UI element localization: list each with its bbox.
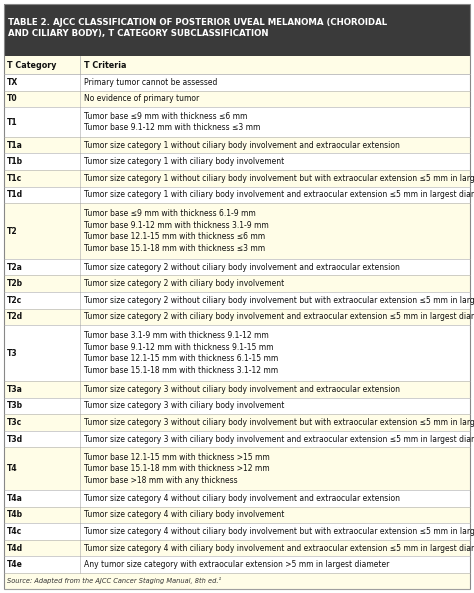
Text: T Category: T Category bbox=[7, 60, 56, 69]
Text: Tumor size category 1 without ciliary body involvement but with extraocular exte: Tumor size category 1 without ciliary bo… bbox=[84, 174, 474, 183]
Bar bbox=[4, 107, 470, 137]
Text: T4c: T4c bbox=[7, 527, 22, 536]
Bar bbox=[4, 137, 470, 154]
Text: T2c: T2c bbox=[7, 296, 22, 305]
Text: T1d: T1d bbox=[7, 190, 23, 199]
Text: T4d: T4d bbox=[7, 544, 23, 553]
Text: Tumor size category 4 without ciliary body involvement but with extraocular exte: Tumor size category 4 without ciliary bo… bbox=[84, 527, 474, 536]
Bar bbox=[4, 292, 470, 309]
Text: TX: TX bbox=[7, 78, 18, 87]
Text: Tumor size category 3 without ciliary body involvement and extraocular extension: Tumor size category 3 without ciliary bo… bbox=[84, 385, 400, 394]
Text: No evidence of primary tumor: No evidence of primary tumor bbox=[84, 94, 199, 103]
Bar bbox=[4, 154, 470, 170]
Text: Tumor size category 2 with ciliary body involvement: Tumor size category 2 with ciliary body … bbox=[84, 279, 284, 288]
Text: Tumor base 12.1-15 mm with thickness >15 mm
Tumor base 15.1-18 mm with thickness: Tumor base 12.1-15 mm with thickness >15… bbox=[84, 452, 270, 484]
Bar bbox=[4, 326, 470, 381]
Text: Tumor size category 4 with ciliary body involvement and extraocular extension ≤5: Tumor size category 4 with ciliary body … bbox=[84, 544, 474, 553]
Bar bbox=[4, 91, 470, 107]
Text: T2b: T2b bbox=[7, 279, 23, 288]
Text: Tumor size category 2 without ciliary body involvement and extraocular extension: Tumor size category 2 without ciliary bo… bbox=[84, 263, 400, 272]
Text: Tumor size category 3 with ciliary body involvement and extraocular extension ≤5: Tumor size category 3 with ciliary body … bbox=[84, 435, 474, 444]
Text: T3b: T3b bbox=[7, 401, 23, 410]
Bar bbox=[4, 56, 470, 74]
Text: Source: Adapted from the AJCC Cancer Staging Manual, 8th ed.¹: Source: Adapted from the AJCC Cancer Sta… bbox=[7, 578, 221, 585]
Text: Tumor base ≤9 mm with thickness 6.1-9 mm
Tumor base 9.1-12 mm with thickness 3.1: Tumor base ≤9 mm with thickness 6.1-9 mm… bbox=[84, 209, 269, 253]
Bar bbox=[4, 203, 470, 259]
Bar bbox=[4, 259, 470, 276]
Bar bbox=[4, 573, 470, 589]
Text: T4: T4 bbox=[7, 464, 18, 473]
Text: T2: T2 bbox=[7, 227, 18, 235]
Text: Tumor size category 4 with ciliary body involvement: Tumor size category 4 with ciliary body … bbox=[84, 511, 284, 519]
Bar bbox=[4, 276, 470, 292]
Text: Tumor size category 2 without ciliary body involvement but with extraocular exte: Tumor size category 2 without ciliary bo… bbox=[84, 296, 474, 305]
Bar bbox=[4, 523, 470, 540]
Text: T Criteria: T Criteria bbox=[84, 60, 127, 69]
Text: T3c: T3c bbox=[7, 418, 22, 427]
Text: Tumor base ≤9 mm with thickness ≤6 mm
Tumor base 9.1-12 mm with thickness ≤3 mm: Tumor base ≤9 mm with thickness ≤6 mm Tu… bbox=[84, 111, 260, 132]
Text: T4a: T4a bbox=[7, 494, 23, 503]
Text: T2d: T2d bbox=[7, 313, 23, 321]
Bar bbox=[4, 4, 470, 56]
Text: Tumor size category 3 without ciliary body involvement but with extraocular exte: Tumor size category 3 without ciliary bo… bbox=[84, 418, 474, 427]
Text: Tumor size category 1 without ciliary body involvement and extraocular extension: Tumor size category 1 without ciliary bo… bbox=[84, 141, 400, 149]
Bar bbox=[4, 447, 470, 490]
Bar bbox=[4, 309, 470, 326]
Text: T3a: T3a bbox=[7, 385, 23, 394]
Text: Primary tumor cannot be assessed: Primary tumor cannot be assessed bbox=[84, 78, 218, 87]
Text: TABLE 2. AJCC CLASSIFICATION OF POSTERIOR UVEAL MELANOMA (CHOROIDAL
AND CILIARY : TABLE 2. AJCC CLASSIFICATION OF POSTERIO… bbox=[8, 18, 387, 39]
Text: Tumor size category 4 without ciliary body involvement and extraocular extension: Tumor size category 4 without ciliary bo… bbox=[84, 494, 400, 503]
Bar bbox=[4, 187, 470, 203]
Text: Tumor size category 3 with ciliary body involvement: Tumor size category 3 with ciliary body … bbox=[84, 401, 284, 410]
Text: Tumor size category 2 with ciliary body involvement and extraocular extension ≤5: Tumor size category 2 with ciliary body … bbox=[84, 313, 474, 321]
Text: T2a: T2a bbox=[7, 263, 23, 272]
Bar bbox=[4, 74, 470, 91]
Bar bbox=[4, 556, 470, 573]
Text: T0: T0 bbox=[7, 94, 18, 103]
Bar bbox=[4, 397, 470, 414]
Text: Tumor size category 1 with ciliary body involvement: Tumor size category 1 with ciliary body … bbox=[84, 157, 284, 166]
Text: T3: T3 bbox=[7, 349, 18, 358]
Bar bbox=[4, 414, 470, 431]
Text: Tumor size category 1 with ciliary body involvement and extraocular extension ≤5: Tumor size category 1 with ciliary body … bbox=[84, 190, 474, 199]
Text: T4e: T4e bbox=[7, 560, 23, 569]
Text: T3d: T3d bbox=[7, 435, 23, 444]
Bar bbox=[4, 506, 470, 523]
Bar bbox=[4, 540, 470, 556]
Text: T1b: T1b bbox=[7, 157, 23, 166]
Bar bbox=[4, 490, 470, 506]
Text: Tumor base 3.1-9 mm with thickness 9.1-12 mm
Tumor base 9.1-12 mm with thickness: Tumor base 3.1-9 mm with thickness 9.1-1… bbox=[84, 331, 278, 375]
Bar bbox=[4, 431, 470, 447]
Text: T1c: T1c bbox=[7, 174, 22, 183]
Bar bbox=[4, 381, 470, 397]
Text: T4b: T4b bbox=[7, 511, 23, 519]
Bar bbox=[4, 170, 470, 187]
Text: T1: T1 bbox=[7, 117, 18, 126]
Text: Any tumor size category with extraocular extension >5 mm in largest diameter: Any tumor size category with extraocular… bbox=[84, 560, 389, 569]
Text: T1a: T1a bbox=[7, 141, 23, 149]
